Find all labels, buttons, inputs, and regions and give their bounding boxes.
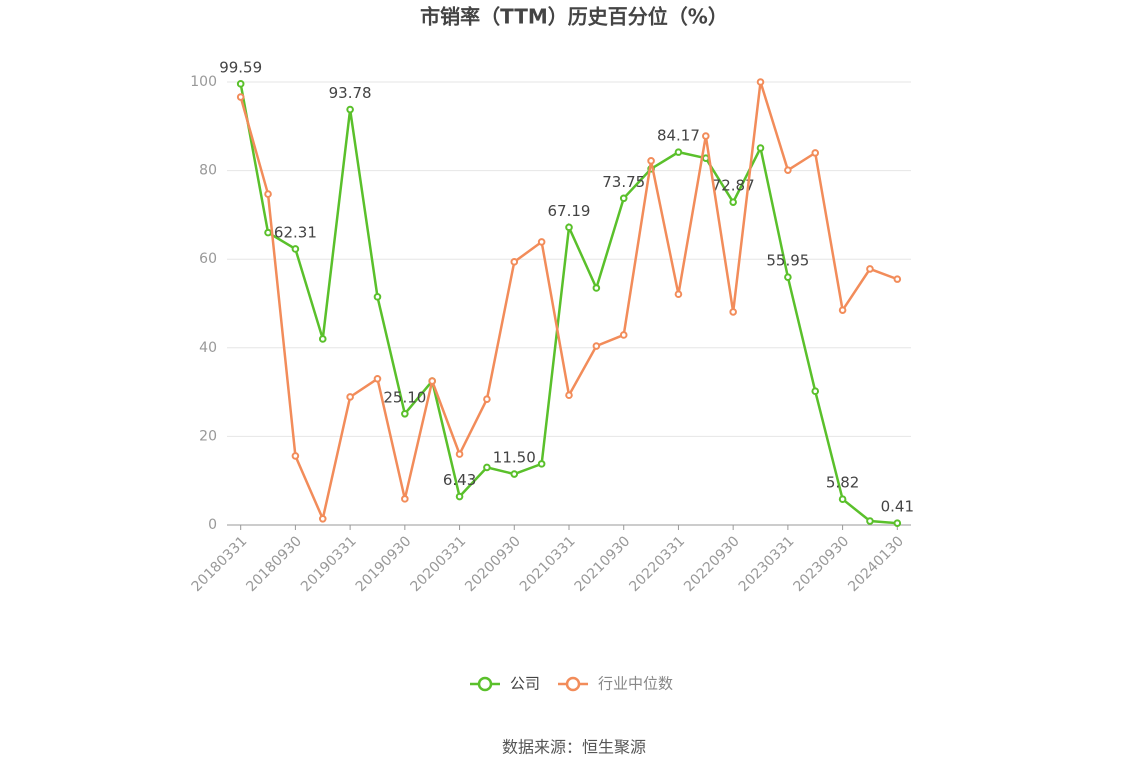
point (811, 149, 820, 157)
point (838, 495, 847, 504)
chart-title: 市销率（TTM）历史百分位（%） (420, 5, 728, 29)
point (784, 273, 792, 281)
y-tick-label: 60 (199, 251, 217, 267)
x-tick-label: 20180930 (243, 533, 305, 595)
point (866, 265, 874, 273)
data-label: 55.95 (766, 252, 809, 270)
data-label: 99.59 (219, 58, 262, 76)
series-line (239, 81, 898, 523)
point (565, 391, 573, 400)
data-label: 72.87 (712, 177, 755, 195)
point (318, 514, 327, 523)
x-tick-label: 20220331 (626, 533, 688, 595)
data-label: 6.43 (443, 471, 476, 489)
point (838, 306, 847, 314)
point (373, 293, 382, 301)
x-tick-label: 20200930 (462, 533, 524, 595)
point (674, 148, 683, 156)
point (592, 342, 601, 350)
point (592, 284, 601, 292)
source: 数据来源：恒生聚源 (502, 738, 646, 757)
point (401, 495, 409, 503)
point (729, 308, 737, 316)
x-tick-label: 20200331 (408, 533, 470, 595)
series-line (239, 83, 898, 525)
y-tick-label: 20 (199, 428, 217, 444)
point (756, 78, 765, 86)
x-tick-label: 20210930 (572, 533, 634, 595)
point (702, 132, 710, 140)
point (893, 519, 902, 527)
point (291, 245, 300, 253)
data-label: 73.75 (602, 173, 645, 191)
point (756, 144, 765, 152)
point (893, 275, 902, 283)
data-label: 11.50 (493, 449, 536, 467)
legend-marker (477, 676, 493, 692)
point (346, 105, 354, 114)
data-label: 5.82 (826, 474, 859, 492)
legend-label: 行业中位数 (598, 675, 673, 693)
x-tick-label: 20230331 (736, 533, 798, 595)
x-tick-label: 20240130 (845, 533, 907, 595)
point (428, 377, 437, 385)
point (455, 450, 464, 458)
legend-label: 公司 (510, 675, 540, 693)
data-label: 67.19 (548, 202, 591, 220)
point (784, 166, 792, 174)
point (537, 460, 546, 468)
point (236, 80, 245, 88)
data-label: 84.17 (657, 127, 700, 145)
point (264, 228, 272, 237)
x-tick-label: 20210331 (517, 533, 579, 595)
point (455, 492, 464, 501)
legend-item: 行业中位数 (558, 675, 673, 693)
point (291, 452, 300, 460)
x-tick-label: 20220930 (681, 533, 743, 595)
point (510, 470, 519, 478)
point (318, 335, 327, 343)
data-label: 93.78 (329, 84, 372, 102)
point (510, 258, 519, 266)
point (619, 331, 628, 339)
point (483, 395, 491, 403)
point (483, 463, 491, 472)
y-tick-label: 100 (190, 74, 217, 90)
point (236, 93, 245, 101)
point (729, 198, 737, 206)
point (537, 238, 546, 246)
point (346, 393, 354, 401)
point (674, 290, 683, 298)
point (647, 157, 655, 165)
data-label: 62.31 (274, 223, 317, 241)
x-tick-label: 20230930 (791, 533, 853, 595)
data-label: 0.41 (881, 498, 914, 516)
x-tick-label: 20190930 (353, 533, 415, 595)
x-tick-label: 20190331 (298, 533, 360, 595)
point (401, 410, 409, 418)
legend-item: 公司 (470, 675, 540, 693)
point (811, 387, 820, 396)
y-tick-label: 0 (208, 517, 217, 533)
point (264, 190, 272, 198)
point (866, 517, 874, 525)
y-tick-label: 80 (199, 163, 217, 179)
x-tick-label: 20180331 (189, 533, 251, 595)
data-label: 25.10 (383, 388, 426, 406)
point (565, 223, 573, 232)
legend-marker (565, 676, 581, 692)
point (373, 375, 382, 383)
point (619, 194, 628, 203)
y-tick-label: 40 (199, 340, 217, 356)
